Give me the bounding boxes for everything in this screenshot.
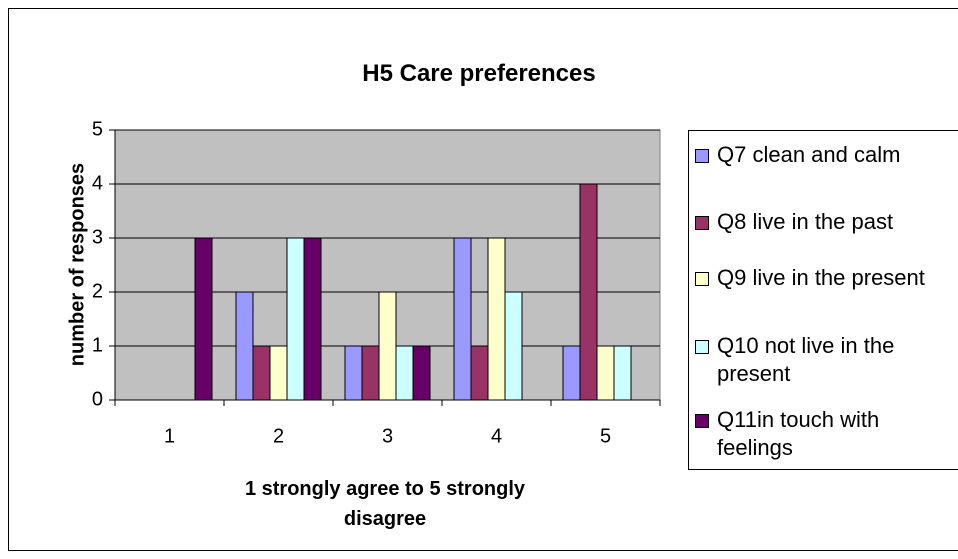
y-tick-label: 3 [92, 226, 103, 248]
x-axis-title: 1 strongly agree to 5 strongly disagree [244, 478, 526, 530]
y-tick-label: 0 [92, 388, 103, 410]
bar [395, 345, 414, 401]
y-tick-label: 2 [92, 280, 103, 302]
y-tick-label: 1 [92, 334, 103, 356]
bar [596, 345, 615, 401]
bar [361, 345, 380, 401]
legend-swatch [695, 149, 709, 163]
legend-swatch [695, 272, 709, 286]
x-tick-label: 3 [382, 425, 393, 447]
bar [344, 345, 363, 401]
legend-swatch [695, 414, 709, 428]
bar [487, 237, 506, 401]
legend-entry: Q7 clean and calm [695, 141, 947, 169]
y-axis-title: number of responses [66, 162, 89, 367]
bar [252, 345, 271, 401]
legend-label: Q10 not live in the present [717, 333, 895, 386]
legend-entry: Q10 not live in the present [695, 332, 947, 388]
x-tick-label: 1 [164, 425, 175, 447]
bar [194, 237, 213, 401]
chart-title: H5 Care preferences [362, 60, 596, 87]
legend-entry: Q9 live in the present [695, 264, 947, 292]
bar [470, 345, 489, 401]
legend-entry: Q8 live in the past [695, 208, 947, 236]
bar [412, 345, 431, 401]
bar [504, 291, 523, 401]
bar [269, 345, 288, 401]
bar [303, 237, 322, 401]
bar [579, 183, 598, 401]
legend-entry: Q11in touch with feelings [695, 406, 947, 462]
bar [613, 345, 632, 401]
x-tick-label: 2 [273, 425, 284, 447]
legend-label: Q7 clean and calm [717, 142, 901, 167]
legend-label: Q8 live in the past [717, 209, 894, 234]
y-tick-label: 5 [92, 118, 103, 140]
bar [453, 237, 472, 401]
bar [235, 291, 254, 401]
legend-label: Q9 live in the present [717, 265, 925, 290]
legend-swatch [695, 216, 709, 230]
y-tick-label: 4 [92, 172, 103, 194]
legend-swatch [695, 340, 709, 354]
legend-label: Q11in touch with feelings [717, 407, 880, 460]
bar [562, 345, 581, 401]
bar [378, 291, 397, 401]
x-tick-label: 5 [600, 425, 611, 447]
x-tick-label: 4 [491, 425, 502, 447]
bar [286, 237, 305, 401]
legend: Q7 clean and calm Q8 live in the past Q9 l… [688, 130, 958, 470]
